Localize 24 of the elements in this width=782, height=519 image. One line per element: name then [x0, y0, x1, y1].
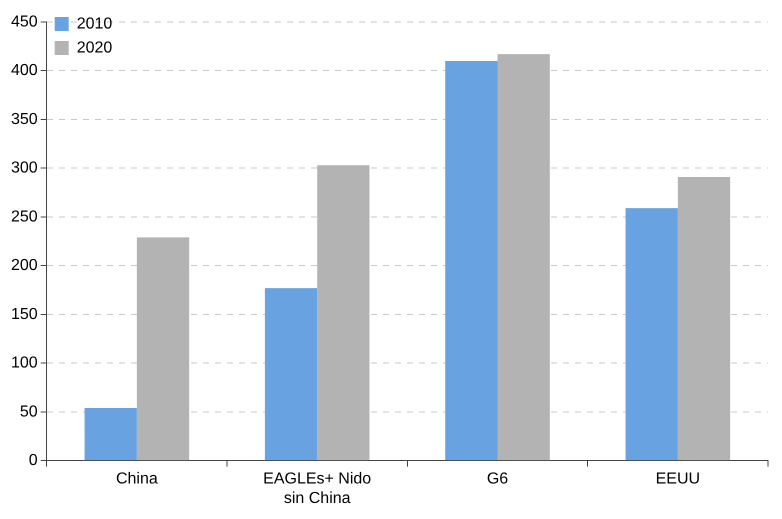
- x-tick-label: EAGLEs+ Nido sin China: [263, 470, 372, 507]
- y-tick-label: 150: [10, 306, 38, 323]
- bar: [84, 408, 137, 460]
- y-tick-label: 0: [28, 452, 38, 470]
- bar: [445, 60, 498, 460]
- legend-label: 2020: [76, 39, 112, 56]
- y-tick-label: 250: [10, 208, 38, 226]
- legend-label: 2010: [76, 15, 112, 32]
- bar: [136, 237, 190, 460]
- bar: [498, 54, 550, 460]
- bar: [678, 176, 730, 460]
- bar: [626, 208, 678, 460]
- y-tick-label: 350: [10, 110, 38, 128]
- y-tick-label: 450: [10, 13, 38, 30]
- y-tick-label: 300: [10, 160, 38, 177]
- x-tick-label: China: [116, 470, 158, 488]
- y-tick-label: 50: [20, 403, 38, 420]
- y-tick-label: 400: [10, 62, 38, 80]
- x-tick-label: G6: [486, 470, 508, 488]
- y-tick-label: 100: [10, 354, 38, 372]
- x-tick-label: EEUU: [656, 470, 700, 488]
- bar: [264, 288, 318, 460]
- y-tick-label: 200: [10, 257, 38, 274]
- bar: [317, 165, 370, 460]
